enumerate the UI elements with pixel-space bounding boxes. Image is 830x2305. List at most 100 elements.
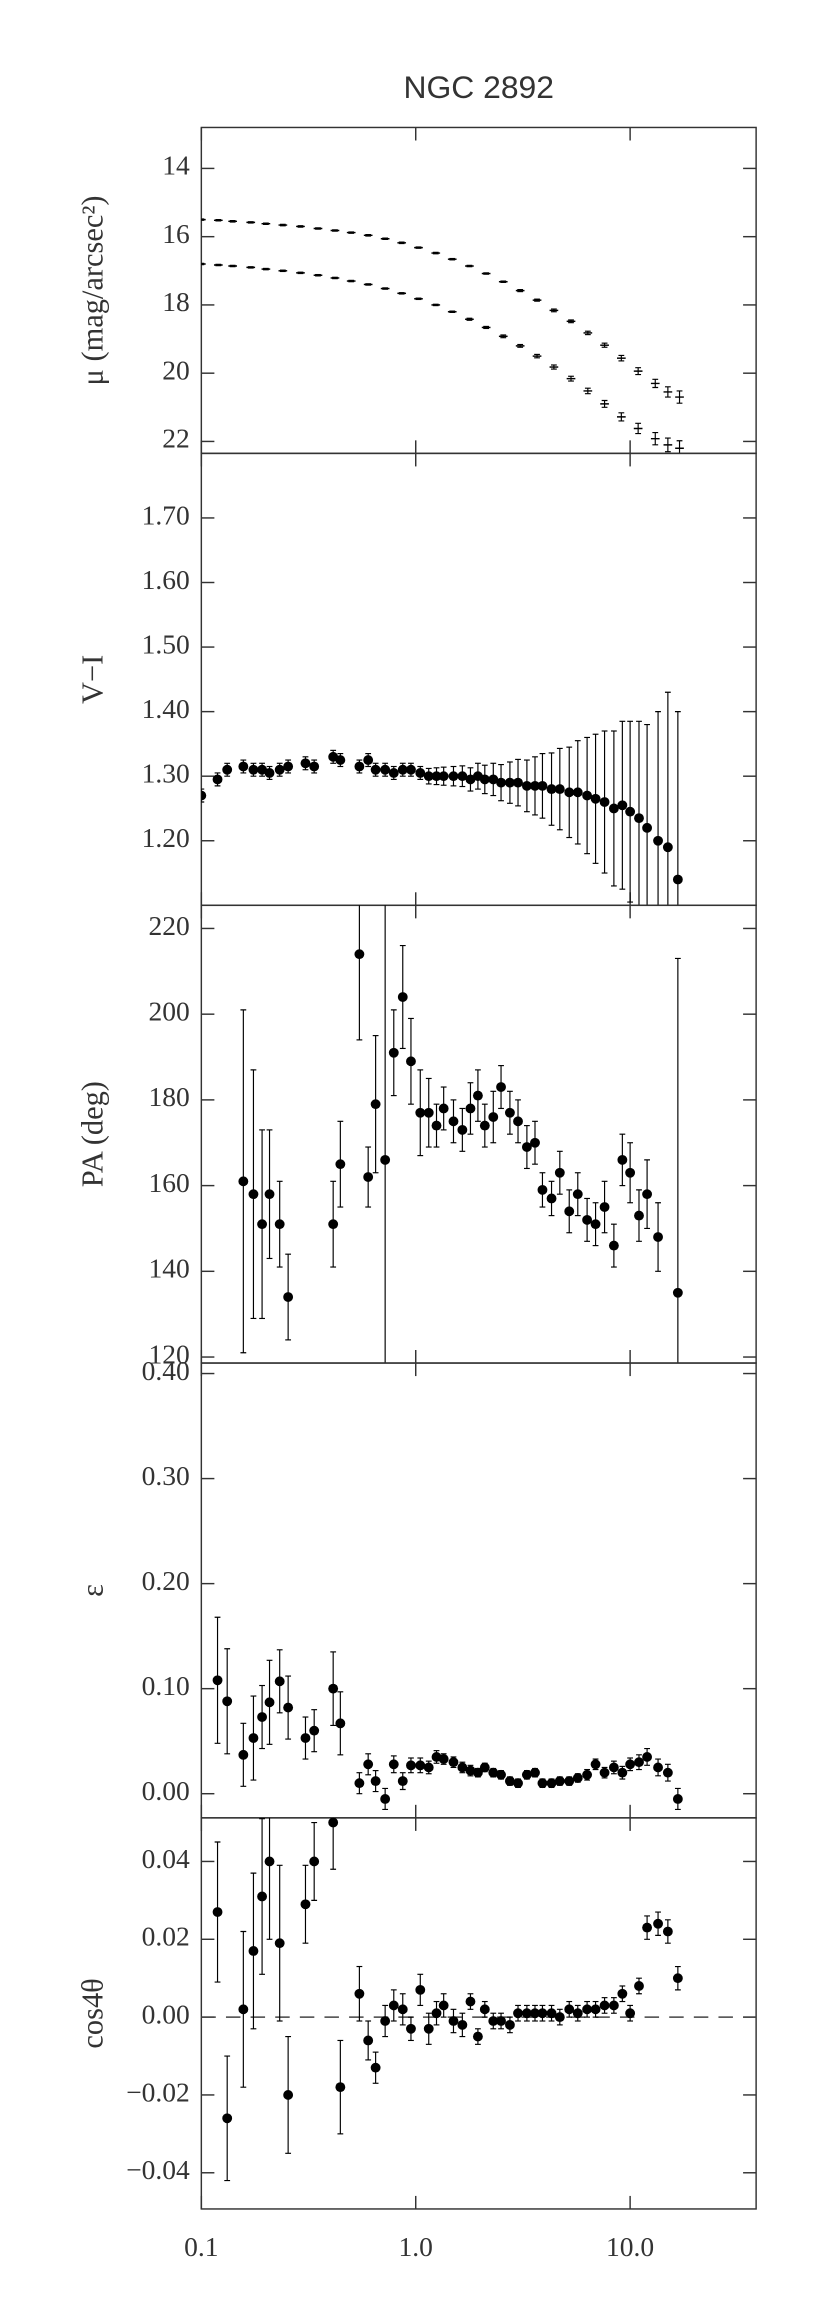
y-tick-label: 1.30 <box>142 758 190 789</box>
data-point <box>274 764 285 775</box>
data-point <box>448 771 459 782</box>
panel-frame <box>200 1362 757 1819</box>
y-tick-label: 1.60 <box>142 564 190 595</box>
data-point <box>380 1794 391 1804</box>
data-point <box>572 787 583 798</box>
data-point <box>572 2008 583 2019</box>
data-point <box>479 1762 490 1773</box>
y-tick-label: 0.40 <box>142 1355 190 1386</box>
data-point <box>554 1776 565 1787</box>
data-point <box>537 780 548 791</box>
y-tick-label: 1.20 <box>142 822 190 853</box>
data-point <box>504 777 515 788</box>
data-point <box>257 1891 268 1902</box>
y-tick-label: 0.00 <box>142 1998 190 2029</box>
data-point <box>608 2000 619 2011</box>
data-point <box>406 1760 416 1771</box>
y-tick-label: 180 <box>148 1081 189 1112</box>
data-point <box>370 764 381 775</box>
data-point <box>521 1142 532 1152</box>
data-point <box>283 2090 294 2100</box>
y-tick-label: 1.70 <box>142 499 190 530</box>
data-point <box>564 1776 575 1787</box>
data-point <box>363 2035 374 2046</box>
data-point <box>582 2004 593 2015</box>
data-point <box>465 1996 476 2007</box>
data-point <box>238 2004 249 2015</box>
data-point <box>625 2008 636 2019</box>
data-point <box>672 1287 683 1298</box>
data-point <box>388 1759 399 1770</box>
data-point <box>397 2004 408 2015</box>
data-point <box>388 1047 399 1058</box>
data-point <box>300 758 311 769</box>
data-point <box>328 1219 339 1230</box>
data-point <box>212 774 223 785</box>
panel-frame <box>200 452 757 907</box>
y-tick-label: 1.40 <box>142 693 190 724</box>
data-point <box>457 1762 468 1773</box>
data-point <box>201 790 207 801</box>
data-layer <box>212 1817 683 2182</box>
data-point <box>415 1107 426 1118</box>
data-point <box>431 2008 442 2019</box>
data-point <box>530 1767 540 1778</box>
data-point <box>363 755 374 765</box>
data-point <box>653 1762 663 1773</box>
data-point <box>599 1202 610 1212</box>
data-point <box>662 1767 673 1778</box>
data-point <box>397 764 408 775</box>
y-tick-label: 0.10 <box>142 1670 190 1701</box>
data-point <box>309 1725 320 1736</box>
data-point <box>238 761 249 772</box>
data-point <box>438 1103 449 1114</box>
data-point <box>335 755 346 765</box>
data-point <box>564 2004 575 2015</box>
data-point <box>530 780 540 791</box>
y-tick-label: 0.02 <box>142 1921 190 1952</box>
y-axis-label: μ (mag/arcsec²) <box>76 195 110 385</box>
data-point <box>406 1056 416 1067</box>
data-point <box>617 1988 628 1999</box>
y-tick-label: 20 <box>162 354 190 385</box>
y-axis-label: ε <box>76 1584 110 1597</box>
data-point <box>380 1154 391 1165</box>
data-point <box>415 1984 426 1995</box>
data-point <box>488 774 499 785</box>
data-point <box>472 1090 483 1101</box>
y-tick-label: −0.02 <box>126 2076 190 2107</box>
data-point <box>248 1189 259 1200</box>
data-point <box>625 1167 636 1178</box>
data-point <box>257 1219 268 1230</box>
data-layer <box>212 1616 683 1811</box>
data-point <box>496 1082 506 1092</box>
data-point <box>617 1767 628 1778</box>
data-point <box>309 1856 320 1867</box>
data-point <box>642 1922 653 1933</box>
data-point <box>672 874 683 885</box>
data-point <box>513 1116 523 1127</box>
chart-title: NGC 2892 <box>403 69 554 105</box>
data-point <box>608 1762 619 1773</box>
y-tick-label: 1.50 <box>142 628 190 659</box>
y-tick-label: 120 <box>148 1338 189 1369</box>
data-point <box>554 1167 565 1178</box>
data-point <box>354 761 365 772</box>
data-point <box>521 2008 532 2019</box>
data-point <box>448 1116 459 1127</box>
data-point <box>472 2031 483 2042</box>
y-tick-label: 0.04 <box>142 1843 190 1874</box>
data-point <box>504 1776 515 1787</box>
data-point <box>388 768 399 778</box>
data-point <box>248 1733 259 1743</box>
x-tick-label: 0.1 <box>184 2231 218 2262</box>
data-point <box>672 1794 683 1804</box>
data-point <box>546 2008 557 2019</box>
data-point <box>599 1767 610 1778</box>
data-point <box>672 1973 683 1984</box>
data-point <box>496 2016 506 2026</box>
data-point <box>634 1981 644 1991</box>
data-point <box>406 2023 416 2034</box>
data-point <box>300 1733 311 1743</box>
